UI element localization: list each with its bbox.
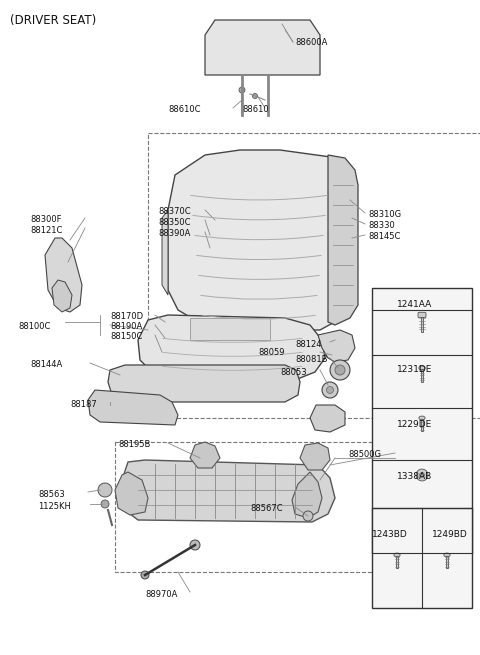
Text: 88600A: 88600A xyxy=(295,38,327,47)
Text: 88370C: 88370C xyxy=(158,207,191,216)
Text: 88100C: 88100C xyxy=(18,322,50,331)
Text: 1241AA: 1241AA xyxy=(397,300,432,309)
Text: 88500G: 88500G xyxy=(348,450,381,459)
Polygon shape xyxy=(122,460,335,522)
Circle shape xyxy=(420,473,424,477)
Text: 88390A: 88390A xyxy=(158,229,191,238)
Polygon shape xyxy=(115,472,148,515)
Polygon shape xyxy=(318,330,355,362)
Polygon shape xyxy=(292,472,322,518)
Circle shape xyxy=(239,87,245,93)
Bar xyxy=(421,419,423,432)
Circle shape xyxy=(416,469,428,481)
Circle shape xyxy=(303,511,313,521)
Text: 88170D: 88170D xyxy=(110,312,143,321)
Circle shape xyxy=(141,571,149,579)
Circle shape xyxy=(101,500,109,508)
Text: 88145C: 88145C xyxy=(368,232,400,241)
Text: 88081B: 88081B xyxy=(295,355,327,364)
Text: 88610C: 88610C xyxy=(168,105,201,114)
Circle shape xyxy=(335,365,345,375)
Text: 88970A: 88970A xyxy=(145,590,178,599)
Bar xyxy=(115,442,455,572)
Polygon shape xyxy=(108,365,300,402)
FancyBboxPatch shape xyxy=(418,312,426,318)
Ellipse shape xyxy=(394,553,400,557)
Text: 1249BD: 1249BD xyxy=(432,530,468,539)
Text: 88150C: 88150C xyxy=(110,332,143,341)
Bar xyxy=(446,556,448,569)
Text: 88124: 88124 xyxy=(295,340,322,349)
Text: 88310G: 88310G xyxy=(368,210,401,219)
Ellipse shape xyxy=(444,553,450,557)
Text: 88059: 88059 xyxy=(258,348,285,357)
Text: 88144A: 88144A xyxy=(30,360,62,369)
Polygon shape xyxy=(45,238,82,312)
Polygon shape xyxy=(162,210,168,295)
Circle shape xyxy=(252,94,257,98)
Text: 88300F: 88300F xyxy=(30,215,61,224)
Text: 88121C: 88121C xyxy=(30,226,62,235)
Circle shape xyxy=(330,360,350,380)
Polygon shape xyxy=(88,390,178,425)
Text: 88187: 88187 xyxy=(70,400,97,409)
Text: 88610: 88610 xyxy=(242,105,269,114)
Text: 1125KH: 1125KH xyxy=(38,502,71,511)
Bar xyxy=(421,369,423,382)
Text: 88053: 88053 xyxy=(280,368,307,377)
Bar xyxy=(421,317,423,332)
Text: 1338AB: 1338AB xyxy=(397,472,432,481)
Bar xyxy=(372,288,472,553)
Polygon shape xyxy=(300,443,330,470)
Circle shape xyxy=(98,483,112,497)
Text: 88195B: 88195B xyxy=(118,440,150,449)
Text: 1243BD: 1243BD xyxy=(372,530,408,539)
Ellipse shape xyxy=(419,416,425,420)
Polygon shape xyxy=(190,318,270,340)
Text: 1231DE: 1231DE xyxy=(397,365,432,374)
Polygon shape xyxy=(168,150,350,330)
Bar xyxy=(148,133,480,418)
Circle shape xyxy=(326,386,334,394)
Polygon shape xyxy=(310,405,345,432)
Text: 88190A: 88190A xyxy=(110,322,142,331)
Polygon shape xyxy=(205,20,320,75)
Polygon shape xyxy=(52,280,72,312)
Text: 1229DE: 1229DE xyxy=(397,420,432,429)
Bar xyxy=(372,508,472,608)
Ellipse shape xyxy=(419,366,425,370)
Bar xyxy=(396,556,398,569)
Polygon shape xyxy=(190,442,220,468)
Text: 88563: 88563 xyxy=(38,490,65,499)
Circle shape xyxy=(190,540,200,550)
Text: 88567C: 88567C xyxy=(250,504,283,513)
Polygon shape xyxy=(138,315,325,382)
Polygon shape xyxy=(328,155,358,325)
Text: (DRIVER SEAT): (DRIVER SEAT) xyxy=(10,14,96,27)
Text: 88350C: 88350C xyxy=(158,218,191,227)
Text: 88330: 88330 xyxy=(368,221,395,230)
Circle shape xyxy=(322,382,338,398)
